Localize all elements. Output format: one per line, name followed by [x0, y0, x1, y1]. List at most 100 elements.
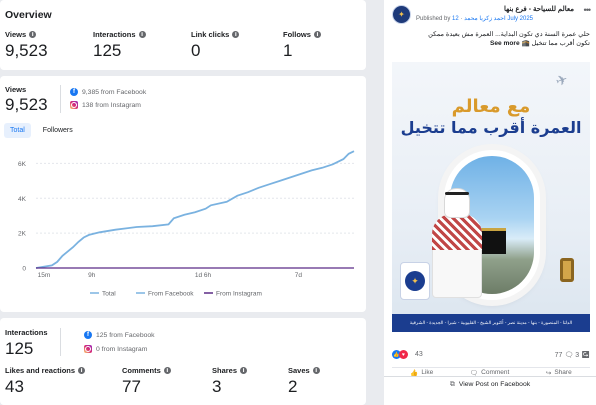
- action-label: Comment: [481, 369, 510, 376]
- instagram-views-text: 138 from Instagram: [82, 101, 141, 109]
- facebook-source-row: f 125 from Facebook: [84, 331, 155, 339]
- metric-views: Views i 9,523: [5, 30, 48, 61]
- info-icon[interactable]: i: [313, 31, 321, 38]
- y-tick-label: 4K: [18, 196, 27, 203]
- metric-value: 77: [122, 377, 141, 396]
- metric-value: 0: [191, 41, 201, 60]
- instagram-icon: [70, 101, 78, 109]
- company-logo: ✦: [400, 262, 430, 300]
- info-icon[interactable]: i: [29, 31, 37, 38]
- instagram-interactions-text: 0 from Instagram: [96, 345, 148, 353]
- post-text-line: حلي عمرة السنة دي تكون البداية... العمرة…: [428, 31, 590, 38]
- post-text-line: تكون أقرب مما تتخيل: [531, 40, 590, 47]
- post-image[interactable]: ✈ مع معالم العمرة أقرب مما تتخيل ✦ الدلت…: [392, 62, 590, 332]
- page-avatar[interactable]: ✦: [392, 5, 411, 24]
- post-meta: Published by احمد زكريا محمد · 12 July 2…: [416, 16, 534, 22]
- interactions-value: 125: [5, 339, 34, 358]
- metric-value: 3: [212, 377, 222, 396]
- airplane-icon: ✈: [553, 70, 571, 90]
- comment-icon: 🗨: [564, 352, 574, 359]
- info-icon[interactable]: i: [138, 31, 146, 38]
- info-icon[interactable]: i: [163, 367, 171, 374]
- external-link-icon: ⧉: [449, 380, 455, 388]
- tab-followers[interactable]: Followers: [42, 127, 73, 134]
- like-reaction-icon: 👍: [392, 350, 401, 359]
- action-label: Share: [554, 369, 572, 376]
- metric-link-clicks: Link clicks i 0: [191, 30, 240, 61]
- views-chart-card: Views 9,523 f 9,385 from Facebook 138 fr…: [0, 76, 366, 312]
- metric-label: Shares: [212, 366, 238, 375]
- view-post-on-facebook-link[interactable]: ⧉ View Post on Facebook: [384, 376, 596, 392]
- legend-label: Total: [102, 290, 116, 297]
- post-preview: ✦ معالم للسياحة - فرع بنها Published by …: [384, 0, 596, 405]
- instagram-source-row: 138 from Instagram: [70, 101, 141, 109]
- y-tick-label: 6K: [18, 161, 27, 168]
- facebook-views-text: 9,385 from Facebook: [82, 88, 147, 96]
- metric-label: Likes and reactions: [5, 366, 76, 375]
- metric-value: 125: [93, 41, 122, 60]
- overview-card: Overview Views i 9,523 Interactions i 125 …: [0, 0, 366, 70]
- image-branches-footer: الدلتا - المنصورة - بنها - مدينة نصر - أ…: [392, 314, 590, 332]
- post-actions: 👍 Like 🗨 Comment ↪ Share: [392, 367, 590, 376]
- more-options-icon[interactable]: •••: [583, 5, 592, 15]
- comment-icon: 🗨: [469, 369, 479, 377]
- info-icon[interactable]: i: [240, 367, 248, 374]
- post-date[interactable]: 12 July 2025: [452, 16, 534, 22]
- facebook-interactions-text: 125 from Facebook: [96, 331, 155, 339]
- interactions-label: Interactions: [5, 328, 48, 337]
- action-label: Like: [421, 369, 434, 376]
- metric-value: 2: [288, 377, 298, 396]
- published-by-label: Published by: [416, 16, 451, 22]
- y-tick-label: 2K: [18, 231, 27, 238]
- views-label: Views: [5, 85, 27, 94]
- x-tick-label: 9h: [88, 272, 96, 279]
- views-line-chart: 0 2K 4K 6K 15m 9h 1d 6h 7d Total From Facebook Fro…: [18, 150, 355, 297]
- love-reaction-icon: ♥: [399, 350, 408, 359]
- tab-total[interactable]: Total: [4, 123, 31, 138]
- x-tick-label: 7d: [295, 272, 303, 279]
- facebook-icon: f: [84, 331, 92, 339]
- reactions-summary[interactable]: 👍 ♥ 43 77 🗨 3 ↪: [392, 349, 590, 361]
- overview-title: Overview: [5, 9, 52, 21]
- x-tick-label: 1d 6h: [195, 272, 212, 279]
- metric-label: Follows: [283, 30, 311, 39]
- metric-label: Link clicks: [191, 30, 230, 39]
- share-icon: ↪: [545, 369, 552, 377]
- view-post-label: View Post on Facebook: [458, 381, 531, 388]
- divider: [60, 85, 61, 113]
- metric-value: 43: [5, 377, 24, 396]
- pilgrim-figure: [426, 188, 490, 298]
- page-name[interactable]: معالم للسياحة - فرع بنها: [504, 6, 574, 13]
- see-more-link[interactable]: See more: [489, 40, 520, 47]
- like-icon: 👍: [410, 369, 419, 377]
- reactions-count: 43: [415, 351, 423, 358]
- legend-label: From Instagram: [216, 290, 262, 297]
- comment-button[interactable]: 🗨 Comment: [470, 368, 509, 376]
- metric-shares: Shares i 3: [212, 366, 248, 397]
- info-icon[interactable]: i: [78, 367, 86, 374]
- info-icon[interactable]: i: [232, 31, 240, 38]
- instagram-icon: [84, 345, 92, 353]
- metric-comments: Comments i 77: [122, 366, 171, 397]
- legend-label: From Facebook: [148, 290, 194, 297]
- info-icon[interactable]: i: [312, 367, 320, 374]
- interactions-card: Interactions 125 f 125 from Facebook 0 f…: [0, 318, 366, 405]
- post-header: ✦ معالم للسياحة - فرع بنها Published by …: [392, 4, 592, 26]
- image-title-brand: مع معالم: [451, 96, 531, 117]
- metric-value: 1: [283, 41, 293, 60]
- metric-follows: Follows i 1: [283, 30, 321, 61]
- y-tick-label: 0: [22, 266, 26, 273]
- views-value: 9,523: [5, 95, 48, 114]
- metric-value: 9,523: [5, 41, 48, 60]
- comments-shares-count: 77 🗨 3 ↪: [555, 351, 590, 359]
- metric-label: Views: [5, 30, 27, 39]
- share-button[interactable]: ↪ Share: [546, 368, 572, 376]
- x-tick-label: 15m: [38, 272, 51, 279]
- logo-mark-icon: ✦: [405, 271, 425, 291]
- share-icon: ↪: [581, 352, 590, 359]
- metric-interactions: Interactions i 125: [93, 30, 146, 61]
- like-button[interactable]: 👍 Like: [410, 368, 433, 376]
- facebook-icon: f: [70, 88, 78, 96]
- author-link[interactable]: احمد زكريا محمد: [464, 16, 506, 22]
- metric-label: Interactions: [93, 30, 136, 39]
